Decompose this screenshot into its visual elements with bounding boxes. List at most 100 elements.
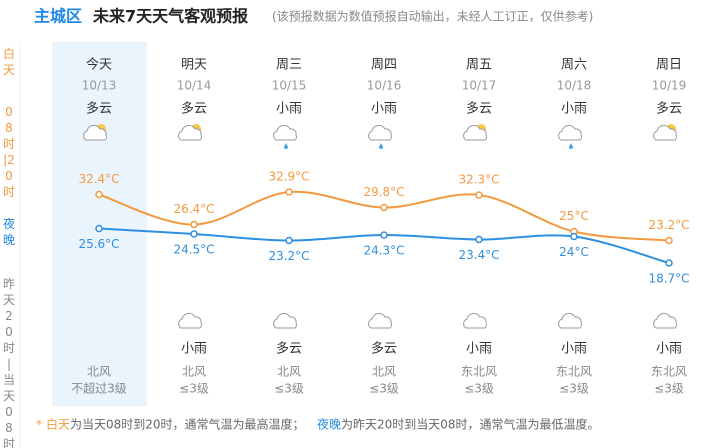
icon-cloud (558, 124, 582, 141)
icon-rain (379, 143, 383, 149)
day-name: 周四 (371, 58, 397, 73)
temp-label: 32.9°C (268, 170, 309, 184)
temp-label: 23.2°C (268, 249, 309, 263)
day-name: 周五 (466, 58, 492, 73)
day-weather: 小雨 (276, 102, 302, 117)
night-weather: 小雨 (561, 342, 587, 357)
side-night-term: 夜晚 (2, 217, 15, 247)
night-weather: 多云 (276, 341, 302, 357)
footnote-star: * (36, 418, 42, 432)
temp-label: 26.4°C (173, 202, 214, 216)
day-name: 今天 (86, 57, 112, 73)
temp-label: 18.7°C (648, 272, 689, 286)
day-weather: 多云 (181, 101, 207, 117)
weather-icon (463, 312, 487, 329)
weather-icon (273, 312, 297, 329)
day-name: 周六 (561, 58, 587, 73)
wind-direction: 东北风 (651, 365, 687, 379)
wind-direction: 北风 (87, 365, 111, 379)
day-date: 10/19 (652, 79, 687, 93)
temp-point (285, 188, 293, 196)
side-night-period: 昨天20时|当天08时 (2, 277, 15, 448)
temp-point (475, 191, 483, 199)
wind-level: ≤3级 (369, 382, 399, 396)
temp-label: 23.2°C (648, 218, 689, 232)
day-weather: 小雨 (371, 102, 397, 117)
footnote-night-term: 夜晚 (317, 417, 341, 432)
city: 主城区 (34, 7, 82, 26)
temp-point (380, 231, 388, 239)
temp-label: 32.3°C (458, 173, 499, 187)
day-name: 明天 (181, 58, 207, 73)
temp-label: 32.4°C (78, 172, 119, 186)
weather-icon (178, 124, 202, 141)
day-date: 10/17 (462, 79, 497, 93)
temp-label: 29.8°C (363, 185, 404, 199)
wind-level: ≤3级 (464, 382, 494, 396)
weather-icon (368, 312, 392, 329)
note: (该预报数据为数值预报自动输出，未经人工订正，仅供参考) (272, 9, 593, 24)
temp-point (665, 259, 673, 267)
today-highlight (52, 42, 147, 406)
day-name: 周三 (276, 58, 302, 73)
weather-icon (558, 124, 582, 149)
footnote-day-text: 为当天08时到20时，通常气温为最高温度； (70, 417, 305, 432)
footnote-night-text: 为昨天20时到当天08时，通常气温为最低温度。 (341, 417, 600, 432)
icon-rain (569, 143, 573, 149)
temp-label: 24.5°C (173, 243, 214, 257)
wind-level: 不超过3级 (71, 381, 127, 396)
temp-point (95, 224, 103, 233)
wind-direction: 东北风 (556, 365, 592, 379)
side-day-period: 08时|20时 (2, 105, 15, 199)
night-weather: 小雨 (656, 342, 682, 357)
temp-point (95, 190, 103, 199)
night-weather: 小雨 (466, 342, 492, 357)
day-date: 10/14 (177, 79, 212, 93)
day-name: 周日 (656, 58, 682, 73)
icon-cloud (653, 124, 677, 141)
side-day-term: 白天 (2, 47, 15, 77)
wind-level: ≤3级 (179, 382, 209, 396)
icon-cloud (653, 312, 677, 329)
temp-point (665, 236, 673, 245)
weather-icon (558, 312, 582, 329)
day-weather: 多云 (466, 101, 492, 117)
icon-cloud (273, 124, 297, 141)
icon-cloud (83, 124, 107, 141)
night-weather: 小雨 (181, 342, 207, 357)
temp-point (380, 203, 388, 212)
weather-icon (653, 124, 677, 141)
wind-direction: 东北风 (461, 365, 497, 379)
weather-icon (83, 124, 107, 141)
weather-icon (178, 312, 202, 329)
day-weather: 多云 (86, 101, 112, 117)
icon-rain (284, 143, 288, 149)
wind-level: ≤3级 (559, 382, 589, 396)
weather-icon (273, 124, 297, 149)
temp-label: 25.6°C (78, 237, 119, 251)
temp-point (285, 236, 293, 245)
weather-icon (653, 312, 677, 329)
day-weather: 多云 (656, 101, 682, 117)
icon-cloud (178, 124, 202, 141)
icon-cloud (368, 312, 392, 329)
weather-icon (368, 124, 392, 149)
temp-point (190, 220, 198, 229)
temp-point (190, 230, 198, 238)
temp-label: 24.3°C (363, 244, 404, 258)
wind-direction: 北风 (277, 365, 301, 379)
title: 未来7天天气客观预报 (92, 7, 248, 26)
day-date: 10/18 (557, 79, 592, 93)
temp-point (570, 232, 578, 241)
icon-cloud (368, 124, 392, 141)
icon-cloud (558, 312, 582, 329)
temp-point (475, 235, 483, 244)
icon-cloud (273, 312, 297, 329)
day-date: 10/16 (367, 79, 402, 93)
wind-direction: 北风 (372, 365, 396, 379)
wind-level: ≤3级 (274, 382, 304, 396)
footnote-day-term: 白天 (46, 417, 70, 432)
temp-label: 23.4°C (458, 248, 499, 262)
